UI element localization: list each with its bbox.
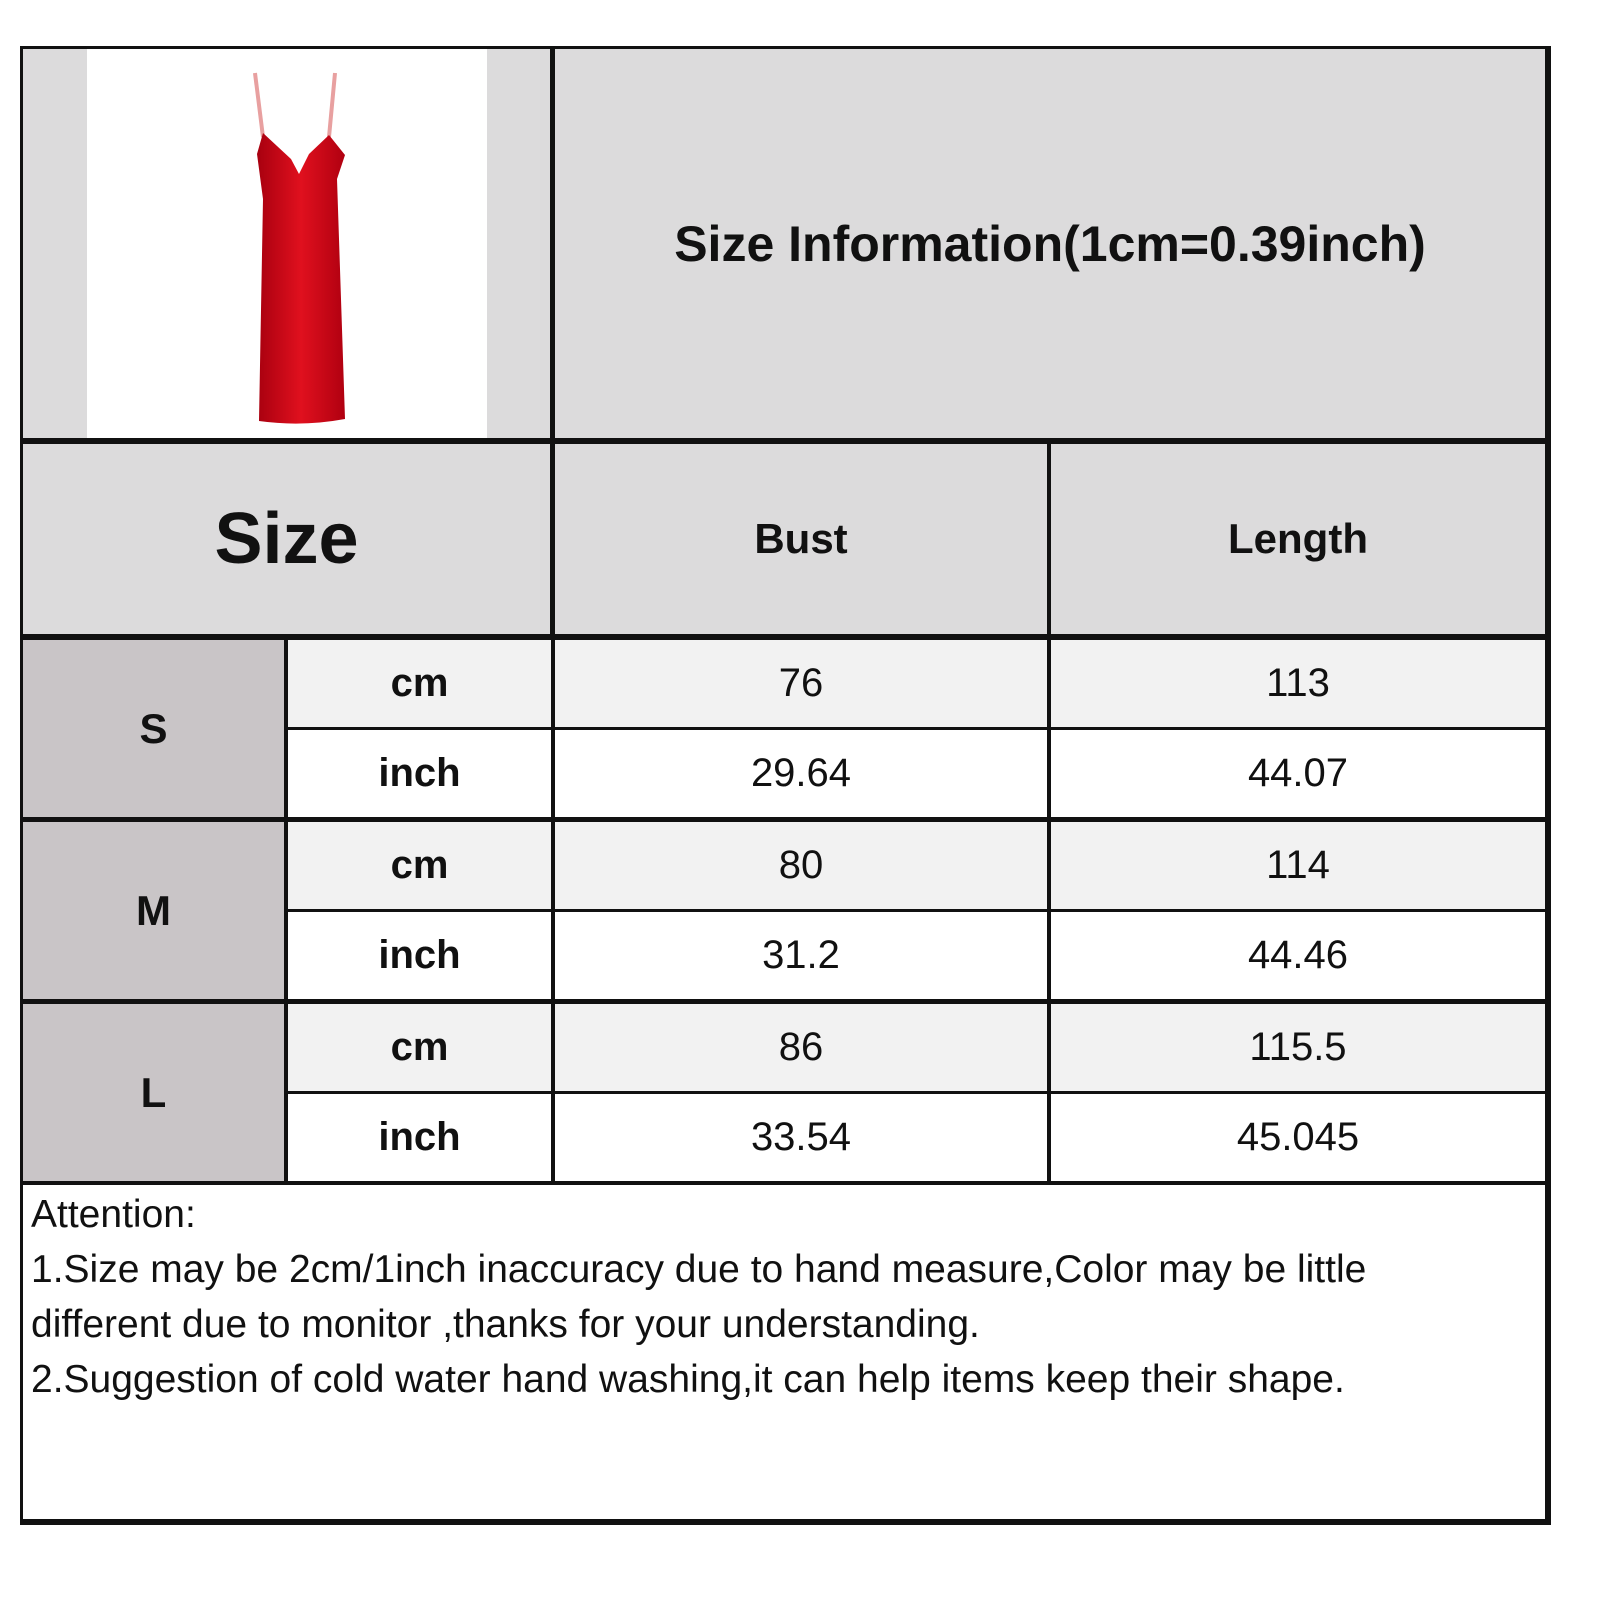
- bust-value: 33.54: [555, 1094, 1047, 1181]
- length-value: 115.5: [1051, 1004, 1545, 1091]
- unit-cell: inch: [288, 912, 551, 999]
- product-image: [87, 49, 487, 438]
- length-value: 45.045: [1051, 1094, 1545, 1181]
- size-info-title: Size Information(1cm=0.39inch): [555, 49, 1545, 438]
- length-value: 113: [1051, 640, 1545, 727]
- note-line: 2.Suggestion of cold water hand washing,…: [31, 1358, 1345, 1401]
- bust-value: 29.64: [555, 730, 1047, 817]
- bust-value: 80: [555, 822, 1047, 909]
- note-line: 1.Size may be 2cm/1inch inaccuracy due t…: [31, 1248, 1367, 1291]
- length-column-header: Length: [1051, 444, 1545, 634]
- size-label-l: L: [23, 1004, 284, 1181]
- length-value: 44.07: [1051, 730, 1545, 817]
- product-image-cell: [23, 49, 550, 438]
- unit-cell: cm: [288, 822, 551, 909]
- length-value: 114: [1051, 822, 1545, 909]
- bust-column-header: Bust: [555, 444, 1047, 634]
- unit-cell: cm: [288, 1004, 551, 1091]
- attention-notes: Attention: 1.Size may be 2cm/1inch inacc…: [23, 1185, 1545, 1519]
- unit-cell: inch: [288, 1094, 551, 1181]
- size-label-s: S: [23, 640, 284, 817]
- note-line: different due to monitor ,thanks for you…: [31, 1303, 980, 1346]
- unit-cell: cm: [288, 640, 551, 727]
- size-label-m: M: [23, 822, 284, 999]
- bust-value: 86: [555, 1004, 1047, 1091]
- size-column-header: Size: [23, 444, 550, 634]
- red-dress-icon: [253, 72, 345, 424]
- bust-value: 76: [555, 640, 1047, 727]
- length-value: 44.46: [1051, 912, 1545, 999]
- notes-heading: Attention:: [31, 1193, 196, 1236]
- bust-value: 31.2: [555, 912, 1047, 999]
- unit-cell: inch: [288, 730, 551, 817]
